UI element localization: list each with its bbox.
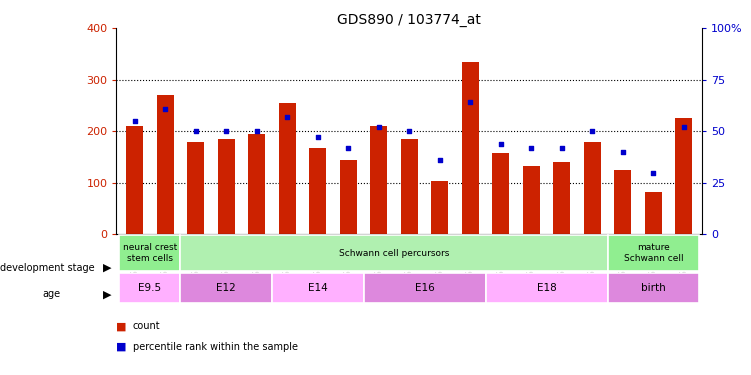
Point (372, 124, 385, 130)
Text: E14: E14 (308, 283, 327, 293)
Bar (279, 103, 296, 234)
Point (434, 157, 446, 163)
Bar (608, 235, 699, 271)
Text: E9.5: E9.5 (138, 283, 161, 293)
Bar (309, 148, 326, 234)
Text: count: count (133, 321, 161, 331)
Point (403, 128, 415, 134)
Text: neural crest
stem cells: neural crest stem cells (123, 243, 177, 263)
Text: ▶: ▶ (103, 263, 111, 273)
Bar (187, 142, 204, 234)
Text: birth: birth (641, 283, 665, 293)
Point (647, 170, 659, 176)
Bar (493, 153, 509, 234)
Bar (523, 166, 540, 234)
Bar (363, 273, 486, 303)
Bar (157, 95, 173, 234)
Bar (119, 235, 180, 271)
Bar (272, 273, 363, 303)
Bar (401, 139, 418, 234)
Bar (180, 235, 608, 271)
Bar (486, 273, 608, 303)
Bar (608, 273, 699, 303)
Bar (462, 62, 478, 234)
Text: Schwann cell percursors: Schwann cell percursors (339, 249, 449, 258)
Point (495, 141, 507, 147)
Bar (340, 160, 357, 234)
Text: ▶: ▶ (103, 290, 111, 299)
Bar (645, 192, 662, 234)
Title: GDS890 / 103774_at: GDS890 / 103774_at (337, 13, 481, 27)
Bar (431, 181, 448, 234)
Bar (553, 162, 570, 234)
Text: E12: E12 (216, 283, 236, 293)
Point (526, 145, 538, 151)
Point (251, 128, 263, 134)
Point (587, 128, 599, 134)
Text: age: age (43, 290, 61, 299)
Text: ■: ■ (116, 321, 127, 331)
Bar (119, 273, 180, 303)
Bar (126, 126, 143, 234)
Text: development stage: development stage (0, 263, 95, 273)
Point (556, 145, 568, 151)
Point (220, 128, 232, 134)
Bar (614, 170, 632, 234)
Bar (180, 273, 272, 303)
Text: ■: ■ (116, 342, 127, 352)
Text: percentile rank within the sample: percentile rank within the sample (133, 342, 298, 352)
Text: E16: E16 (415, 283, 434, 293)
Point (464, 99, 476, 105)
Bar (370, 126, 388, 234)
Bar (584, 142, 601, 234)
Point (281, 114, 293, 120)
Point (312, 135, 324, 141)
Point (159, 106, 171, 112)
Bar (675, 118, 692, 234)
Bar (249, 134, 265, 234)
Point (342, 145, 354, 151)
Point (617, 149, 629, 155)
Point (128, 118, 140, 124)
Point (190, 128, 202, 134)
Text: mature
Schwann cell: mature Schwann cell (623, 243, 683, 263)
Bar (218, 139, 234, 234)
Text: E18: E18 (537, 283, 556, 293)
Point (678, 124, 690, 130)
